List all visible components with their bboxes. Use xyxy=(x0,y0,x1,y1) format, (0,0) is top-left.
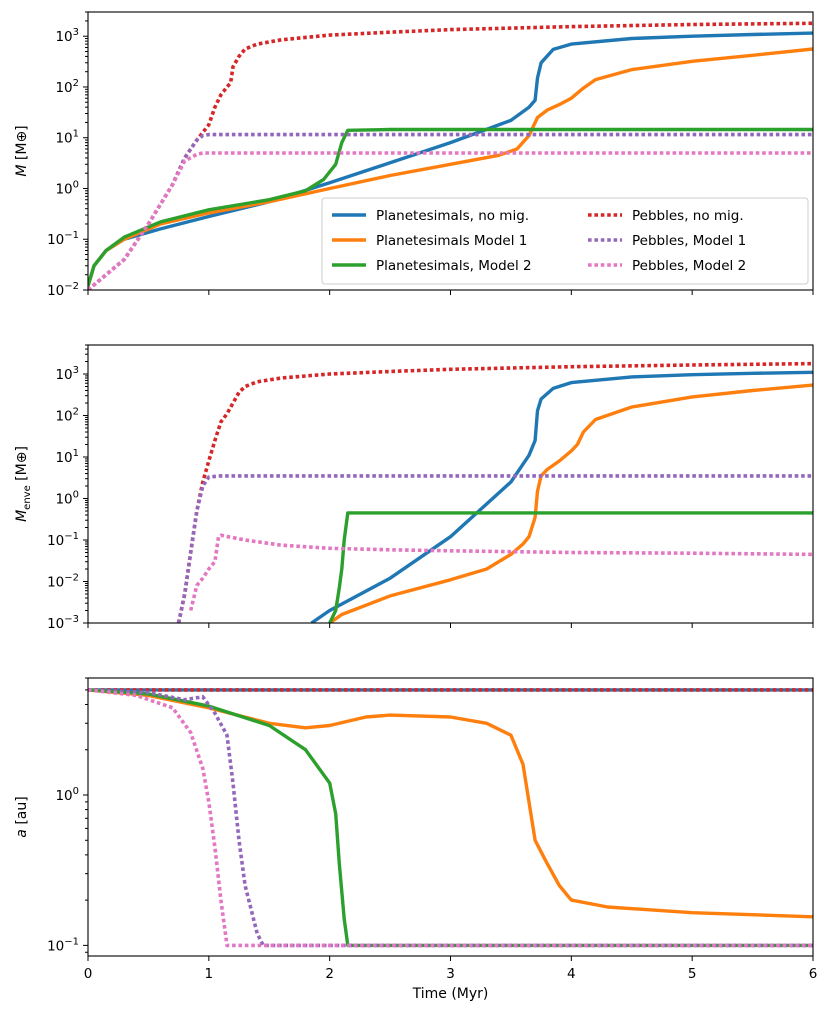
y-tick-label: 102 xyxy=(55,407,79,425)
series-line-planetesimals-no-mig- xyxy=(310,370,813,623)
y-tick-label: 100 xyxy=(55,786,79,804)
y-tick-label: 103 xyxy=(55,365,79,383)
series-line-pebbles-model-2 xyxy=(88,688,813,948)
y-tick-label: 102 xyxy=(55,78,79,96)
panel-middle: 10−3 10−2 10−1 100 101 102 103 Menve [M⊕] xyxy=(14,344,814,632)
panel-top: 10−2 10−1 100 101 102 103 M [M⊕] Planetesimals,… xyxy=(14,11,814,299)
series-line-pebbles-model-1 xyxy=(176,474,813,623)
series-line-planetesimals-model-2 xyxy=(88,688,813,948)
x-tick-label: 0 xyxy=(84,966,93,982)
y-tick-label: 10−2 xyxy=(47,573,79,591)
y-tick-label: 101 xyxy=(55,448,79,466)
series-line-pebbles-model-1 xyxy=(88,688,813,948)
y-tick-label: 100 xyxy=(55,490,79,508)
series-line-pebbles-no-mig- xyxy=(176,361,813,623)
x-tick-label: 2 xyxy=(325,966,334,982)
y-tick-label: 103 xyxy=(55,27,79,45)
series-group xyxy=(176,361,813,623)
series-line-planetesimals-model-1 xyxy=(88,47,813,287)
legend-label: Planetesimals Model 1 xyxy=(376,233,527,249)
y-axis-label: M [M⊕] xyxy=(14,125,30,176)
y-tick-label: 10−3 xyxy=(47,614,79,632)
series-line-pebbles-no-mig- xyxy=(88,21,813,290)
legend-label: Planetesimals, no mig. xyxy=(376,208,529,224)
legend-label: Planetesimals, Model 2 xyxy=(376,258,532,274)
y-tick-label: 10−2 xyxy=(47,281,79,299)
legend-label: Pebbles, Model 1 xyxy=(632,233,746,249)
y-tick-label: 101 xyxy=(55,129,79,147)
series-line-planetesimals-model-2 xyxy=(328,511,813,623)
series-line-pebbles-model-2 xyxy=(188,533,813,611)
x-tick-label: 1 xyxy=(205,966,214,982)
y-axis-label: Menve [M⊕] xyxy=(14,446,33,522)
x-tick-label: 5 xyxy=(688,966,697,982)
x-tick-label: 6 xyxy=(809,966,818,982)
series-line-pebbles-model-2 xyxy=(88,151,813,290)
y-tick-label: 10−1 xyxy=(47,230,79,248)
y-tick-label: 10−1 xyxy=(47,936,79,954)
x-axis-label: Time (Myr) xyxy=(412,986,489,1002)
legend: Planetesimals, no mig. Planetesimals Mode… xyxy=(321,197,809,285)
x-tick-label: 3 xyxy=(446,966,455,982)
x-tick-label: 4 xyxy=(567,966,576,982)
y-tick-label: 10−1 xyxy=(47,531,79,549)
series-line-planetesimals-model-1 xyxy=(88,688,813,919)
y-tick-label: 100 xyxy=(55,179,79,197)
series-group xyxy=(88,688,813,948)
series-line-planetesimals-model-2 xyxy=(88,127,813,287)
series-group xyxy=(88,21,813,290)
legend-box xyxy=(321,197,809,285)
y-axis-label: a [au] xyxy=(14,796,30,837)
legend-label: Pebbles, Model 2 xyxy=(632,258,746,274)
series-line-planetesimals-model-1 xyxy=(328,383,813,623)
panel-bottom: 0 1 2 3 4 5 6 10−1 100 a [au] Time (Myr) xyxy=(14,677,818,1002)
legend-label: Pebbles, no mig. xyxy=(632,208,744,224)
